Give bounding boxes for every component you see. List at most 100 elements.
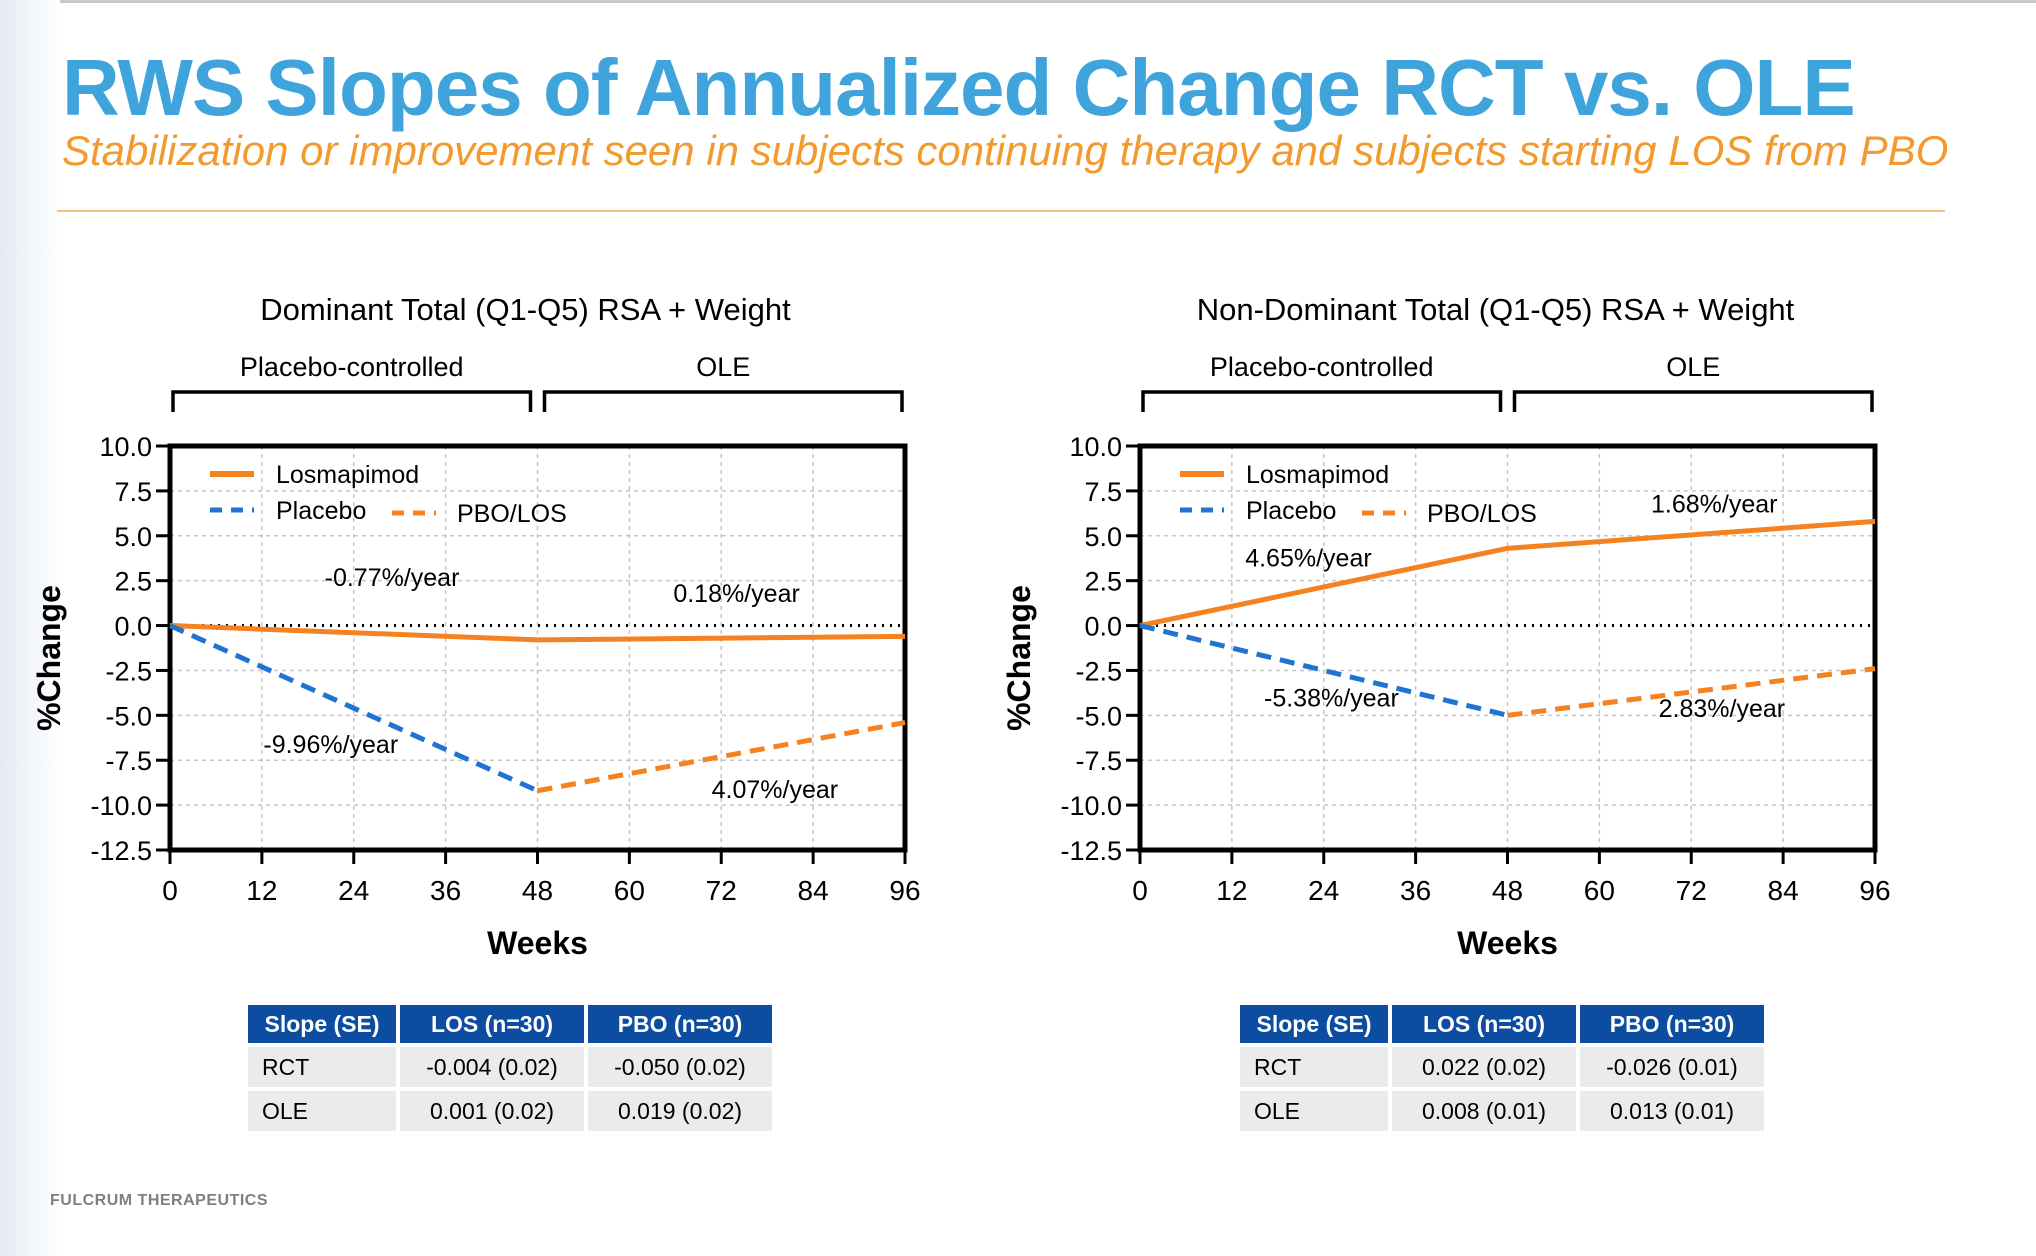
header-pbo: PBO (n=30) (1580, 1005, 1764, 1043)
row-label: RCT (1240, 1047, 1388, 1087)
x-tick-label: 36 (1400, 875, 1431, 906)
y-tick-label: 7.5 (114, 477, 152, 507)
y-axis-title: %Change (31, 585, 67, 731)
y-tick-label: -10.0 (90, 791, 152, 821)
y-tick-label: -10.0 (1060, 791, 1122, 821)
legend-label: Placebo (276, 497, 366, 525)
slope-annotation: -5.38%/year (1264, 684, 1399, 712)
y-tick-label: -12.5 (1060, 836, 1122, 866)
x-tick-label: 36 (430, 875, 461, 906)
row-label: OLE (248, 1091, 396, 1131)
table-header-row: Slope (SE) LOS (n=30) PBO (n=30) (248, 1005, 772, 1043)
series-line-placebo (168, 623, 539, 794)
y-tick-label: 0.0 (1084, 612, 1122, 642)
series-line-losmapimod (169, 623, 906, 643)
x-tick-label: 48 (522, 875, 553, 906)
period-bracket (1512, 390, 1874, 412)
period-label: OLE (696, 352, 750, 382)
title-divider (57, 210, 1945, 212)
y-tick-label: -5.0 (1075, 701, 1122, 731)
x-axis-title: Weeks (487, 925, 588, 961)
los-value: 0.001 (0.02) (400, 1091, 584, 1131)
slope-annotation: -0.77%/year (325, 564, 460, 592)
x-tick-label: 48 (1492, 875, 1523, 906)
slope-annotation: 2.83%/year (1659, 695, 1785, 723)
dominant-chart: Dominant Total (Q1-Q5) RSA + Weight Place… (31, 292, 921, 961)
x-axis-title: Weeks (1457, 925, 1558, 961)
left-gradient (0, 0, 60, 1256)
y-tick-label: -7.5 (105, 746, 152, 776)
y-tick-label: -7.5 (1075, 746, 1122, 776)
y-tick-label: -5.0 (105, 701, 152, 731)
y-tick-label: 10.0 (99, 432, 152, 462)
header-pbo: PBO (n=30) (588, 1005, 772, 1043)
los-value: 0.008 (0.01) (1392, 1091, 1576, 1131)
series-line-placebo (1139, 623, 1509, 718)
header-los: LOS (n=30) (1392, 1005, 1576, 1043)
row-label: OLE (1240, 1091, 1388, 1131)
top-border (0, 0, 2036, 3)
pbo-value: -0.026 (0.01) (1580, 1047, 1764, 1087)
series-line-losmapimod (1139, 518, 1876, 629)
legend-label: PBO/LOS (1427, 500, 1537, 528)
slope-annotation: 4.07%/year (712, 776, 838, 804)
y-tick-label: -2.5 (105, 656, 152, 686)
y-tick-label: 2.5 (1084, 567, 1122, 597)
los-value: 0.022 (0.02) (1392, 1047, 1576, 1087)
header-slope: Slope (SE) (1240, 1005, 1388, 1043)
pbo-value: 0.019 (0.02) (588, 1091, 772, 1131)
x-tick-label: 84 (798, 875, 829, 906)
slope-annotation: 0.18%/year (673, 580, 799, 608)
period-bracket (1141, 390, 1503, 412)
x-tick-label: 84 (1768, 875, 1799, 906)
x-tick-label: 72 (706, 875, 737, 906)
y-tick-label: -12.5 (90, 836, 152, 866)
slope-annotation: 4.65%/year (1245, 544, 1371, 572)
y-tick-label: 5.0 (114, 522, 152, 552)
y-tick-label: 2.5 (114, 567, 152, 597)
slide-subtitle: Stabilization or improvement seen in sub… (62, 127, 1949, 174)
x-tick-label: 12 (1216, 875, 1247, 906)
period-label: Placebo-controlled (240, 352, 464, 382)
period-label: OLE (1666, 352, 1720, 382)
table-row: OLE 0.008 (0.01) 0.013 (0.01) (1240, 1091, 1764, 1131)
x-tick-label: 12 (246, 875, 277, 906)
x-tick-label: 60 (1584, 875, 1615, 906)
x-tick-label: 24 (1308, 875, 1339, 906)
legend-label: Losmapimod (1246, 461, 1389, 489)
header-slope: Slope (SE) (248, 1005, 396, 1043)
header-los: LOS (n=30) (400, 1005, 584, 1043)
period-bracket (542, 390, 904, 412)
y-tick-label: 7.5 (1084, 477, 1122, 507)
y-tick-label: -2.5 (1075, 656, 1122, 686)
chart-title: Non-Dominant Total (Q1-Q5) RSA + Weight (1197, 292, 1795, 327)
legend-label: Placebo (1246, 497, 1336, 525)
footer-brand: FULCRUM THERAPEUTICS (50, 1192, 268, 1209)
y-tick-label: 5.0 (1084, 522, 1122, 552)
los-value: -0.004 (0.02) (400, 1047, 584, 1087)
chart-title: Dominant Total (Q1-Q5) RSA + Weight (260, 292, 791, 327)
x-tick-label: 96 (1859, 875, 1890, 906)
table-row: OLE 0.001 (0.02) 0.019 (0.02) (248, 1091, 772, 1131)
period-label: Placebo-controlled (1210, 352, 1434, 382)
x-tick-label: 72 (1676, 875, 1707, 906)
table-row: RCT -0.004 (0.02) -0.050 (0.02) (248, 1047, 772, 1087)
row-label: RCT (248, 1047, 396, 1087)
x-tick-label: 96 (889, 875, 920, 906)
non-dominant-chart: Non-Dominant Total (Q1-Q5) RSA + Weight P… (1001, 292, 1891, 961)
period-bracket (171, 390, 533, 412)
y-tick-label: 0.0 (114, 612, 152, 642)
series-line-pbo-los (1507, 666, 1876, 718)
table-header-row: Slope (SE) LOS (n=30) PBO (n=30) (1240, 1005, 1764, 1043)
x-tick-label: 0 (162, 875, 178, 906)
x-tick-label: 60 (614, 875, 645, 906)
pbo-value: 0.013 (0.01) (1580, 1091, 1764, 1131)
x-tick-label: 0 (1132, 875, 1148, 906)
non-dominant-slope-table: Slope (SE) LOS (n=30) PBO (n=30) RCT 0.0… (1236, 1001, 1768, 1135)
y-axis-title: %Change (1001, 585, 1037, 731)
legend-label: Losmapimod (276, 461, 419, 489)
x-tick-label: 24 (338, 875, 369, 906)
legend-label: PBO/LOS (457, 500, 567, 528)
slide-title: RWS Slopes of Annualized Change RCT vs. … (62, 43, 1856, 132)
series-line-pbo-los (537, 720, 906, 794)
